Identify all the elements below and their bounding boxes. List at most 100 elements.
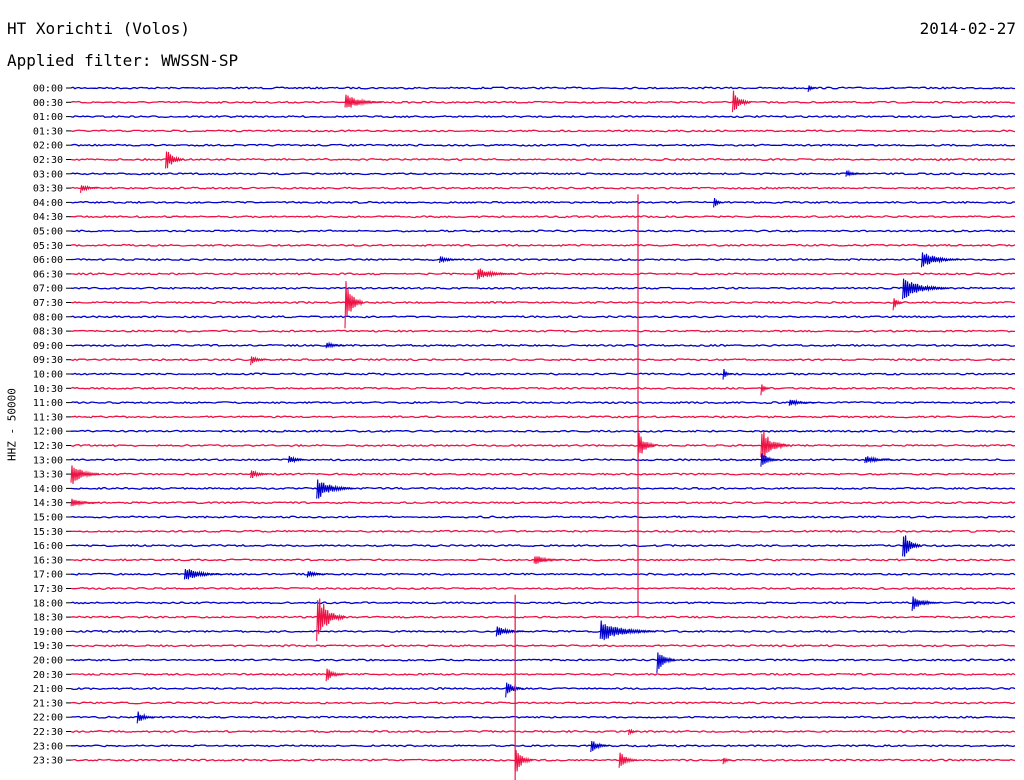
seismic-event [70,498,100,507]
time-tick-label: 23:30 [33,756,63,767]
trace-line [70,486,1016,490]
trace-lines [70,86,1016,762]
time-tick-label: 10:30 [33,384,63,395]
trace-line [70,687,1016,691]
trace-line [70,200,1016,205]
time-tick-label: 07:30 [33,298,63,309]
trace-line [70,315,1016,319]
time-tick-label: 01:30 [33,126,63,137]
trace-line [70,343,1016,347]
seismic-event [344,94,383,108]
time-tick-label: 17:00 [33,570,63,581]
seismic-event [439,255,458,264]
trace-line [70,143,1016,147]
trace-line [71,215,1016,219]
seismic-event [722,757,733,765]
time-tick-label: 05:00 [33,227,63,238]
trace-line [70,386,1015,390]
seismic-event [316,598,346,641]
time-tick-label: 04:30 [33,212,63,223]
seismic-event [476,268,515,280]
seismic-event [920,252,959,268]
time-tick-label: 15:30 [33,527,63,538]
seismic-event [325,668,345,682]
time-tick-label: 08:30 [33,327,63,338]
trace-line [70,501,1016,505]
time-tick-label: 11:30 [33,412,63,423]
time-tick-label: 02:30 [33,155,63,166]
time-tick-label: 10:00 [33,370,63,381]
seismic-event [892,298,903,311]
seismic-event [514,750,534,772]
trace-line [70,586,1016,591]
seismic-event [325,341,345,349]
trace-line [70,258,1016,262]
record-date: 2014-02-27 [919,19,1016,38]
time-tick-label: 15:00 [33,513,63,524]
time-tick-label: 23:00 [33,741,63,752]
time-tick-label: 20:30 [33,670,63,681]
trace-line [70,758,1016,762]
station-title: HT Xorichti (Volos) [7,19,191,38]
time-tick-label: 14:30 [33,498,63,509]
trace-line [70,472,1016,476]
seismic-event [760,453,780,467]
time-tick-label: 08:00 [33,312,63,323]
trace-line [70,672,1016,676]
trace-line [70,186,1016,190]
trace-line [70,129,1016,133]
time-tick-label: 04:00 [33,198,63,209]
trace-line [70,286,1016,290]
time-tick-label: 13:00 [33,455,63,466]
seismic-event [656,652,676,673]
trace-line [70,358,1016,362]
trace-line [71,272,1016,276]
time-tick-label: 03:30 [33,184,63,195]
seismic-event [250,355,269,366]
time-tick-label: 21:00 [33,684,63,695]
trace-line [70,229,1016,233]
seismic-event [250,469,269,478]
time-tick-label: 21:30 [33,698,63,709]
trace-line [70,615,1016,619]
time-tick-label: 00:30 [33,98,63,109]
seismic-event [845,169,865,177]
seismic-event [618,752,638,768]
time-tick-label: 09:30 [33,355,63,366]
trace-line [70,729,1016,734]
trace-line [70,601,1016,605]
trace-line [70,372,1016,376]
trace-line [70,443,1016,448]
trace-line [70,458,1016,462]
trace-line [70,300,1015,305]
trace-line [70,100,1016,104]
time-tick-label: 13:30 [33,470,63,481]
trace-line [70,329,1016,333]
trace-line [70,658,1016,662]
time-tick-label: 16:30 [33,555,63,566]
seismic-event [911,596,941,611]
time-tick-label: 05:30 [33,241,63,252]
seismic-event [637,432,657,461]
seismic-event [760,384,771,396]
seismic-event [164,151,184,169]
time-tick-label: 02:00 [33,141,63,152]
time-tick-label: 01:00 [33,112,63,123]
time-tick-label: 20:00 [33,656,63,667]
seismic-event [902,278,950,300]
seismic-event [79,184,99,193]
trace-line [70,544,1016,548]
filter-label: Applied filter: WWSSN-SP [7,51,239,70]
time-tick-label: 12:30 [33,441,63,452]
seismic-event [70,465,100,484]
seismic-event [731,90,751,113]
trace-line [70,715,1016,719]
seismic-event [533,556,563,565]
seismic-event [760,431,790,458]
seismic-event [590,741,610,753]
trace-line [70,401,1016,405]
time-tick-labels: 00:00 00:30 01:00 01:30 02:00 02:30 03:00 03:30… [33,84,71,767]
time-tick-label: 18:00 [33,598,63,609]
time-tick-label: 12:00 [33,427,63,438]
seismic-event [902,535,922,557]
